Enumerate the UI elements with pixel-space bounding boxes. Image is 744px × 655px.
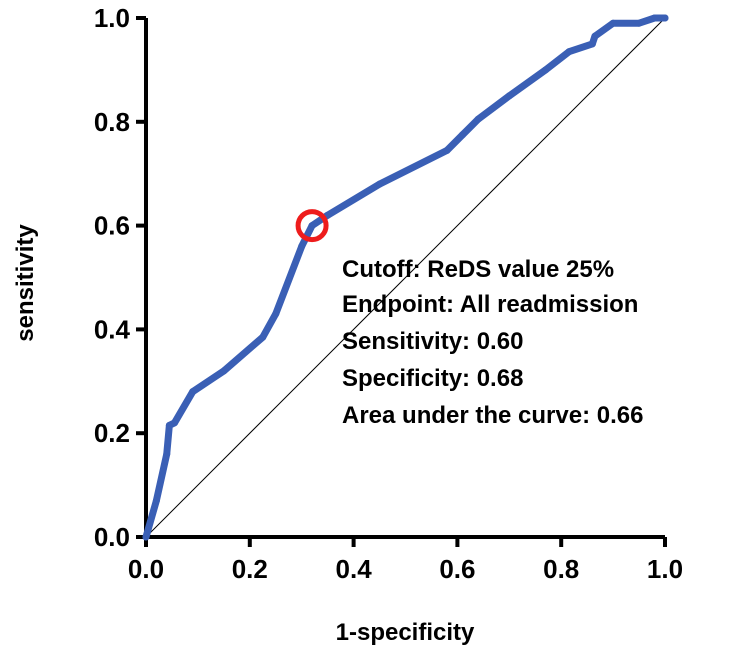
roc-point xyxy=(298,242,306,250)
x-axis-title: 1-specificity xyxy=(336,619,475,646)
roc-point xyxy=(651,14,659,22)
plot-area: 0.0 0.2 0.4 0.6 0.8 1.0 0.0 0.2 0.4 0.6 0.8 1.0 xyxy=(94,3,683,584)
y-tick-label: 0.0 xyxy=(94,522,130,552)
x-axis-ticks: 0.0 0.2 0.4 0.6 0.8 1.0 xyxy=(128,537,683,584)
y-tick-label: 0.6 xyxy=(94,211,130,241)
y-tick-label: 1.0 xyxy=(94,3,130,33)
y-axis-ticks: 0.0 0.2 0.4 0.6 0.8 1.0 xyxy=(94,3,146,552)
x-tick-label: 0.4 xyxy=(336,554,373,584)
roc-point xyxy=(565,48,573,56)
roc-point xyxy=(259,333,267,341)
roc-point xyxy=(661,14,669,22)
annotation-line-endpoint: Endpoint: All readmission xyxy=(342,291,638,318)
x-tick-label: 0.8 xyxy=(543,554,579,584)
annotation-line-auc: Area under the curve: 0.66 xyxy=(342,402,643,429)
roc-point xyxy=(152,497,160,505)
x-tick-label: 0.2 xyxy=(232,554,268,584)
roc-point xyxy=(443,146,451,154)
cutoff-marker xyxy=(295,209,329,243)
roc-point xyxy=(591,32,599,40)
reference-diagonal-line xyxy=(145,17,666,538)
x-tick-label: 1.0 xyxy=(647,554,683,584)
y-tick-label: 0.4 xyxy=(94,314,131,344)
y-tick-label: 0.2 xyxy=(94,418,130,448)
roc-point xyxy=(165,421,173,429)
annotation-line-cutoff: Cutoff: ReDS value 25% xyxy=(342,256,614,283)
roc-point xyxy=(609,19,617,27)
roc-curve-points xyxy=(142,14,669,541)
roc-point xyxy=(142,533,150,541)
roc-point xyxy=(272,310,280,318)
y-tick-label: 0.8 xyxy=(94,107,130,137)
roc-point xyxy=(171,419,179,427)
roc-point xyxy=(588,40,596,48)
roc-point xyxy=(635,19,643,27)
annotation-line-specificity: Specificity: 0.68 xyxy=(342,365,523,392)
roc-point xyxy=(542,66,550,74)
roc-point xyxy=(474,115,482,123)
roc-point xyxy=(308,222,316,230)
y-axis-title: sensitivity xyxy=(12,224,39,342)
x-tick-label: 0.0 xyxy=(128,554,164,584)
roc-point xyxy=(505,92,513,100)
annotation-line-sensitivity: Sensitivity: 0.60 xyxy=(342,328,523,355)
annotation-block: Cutoff: ReDS value 25% Endpoint: All rea… xyxy=(342,256,643,429)
roc-point xyxy=(189,388,197,396)
roc-point xyxy=(459,131,467,139)
roc-point xyxy=(220,367,228,375)
roc-point xyxy=(163,450,171,458)
x-tick-label: 0.6 xyxy=(439,554,475,584)
roc-point xyxy=(376,180,384,188)
